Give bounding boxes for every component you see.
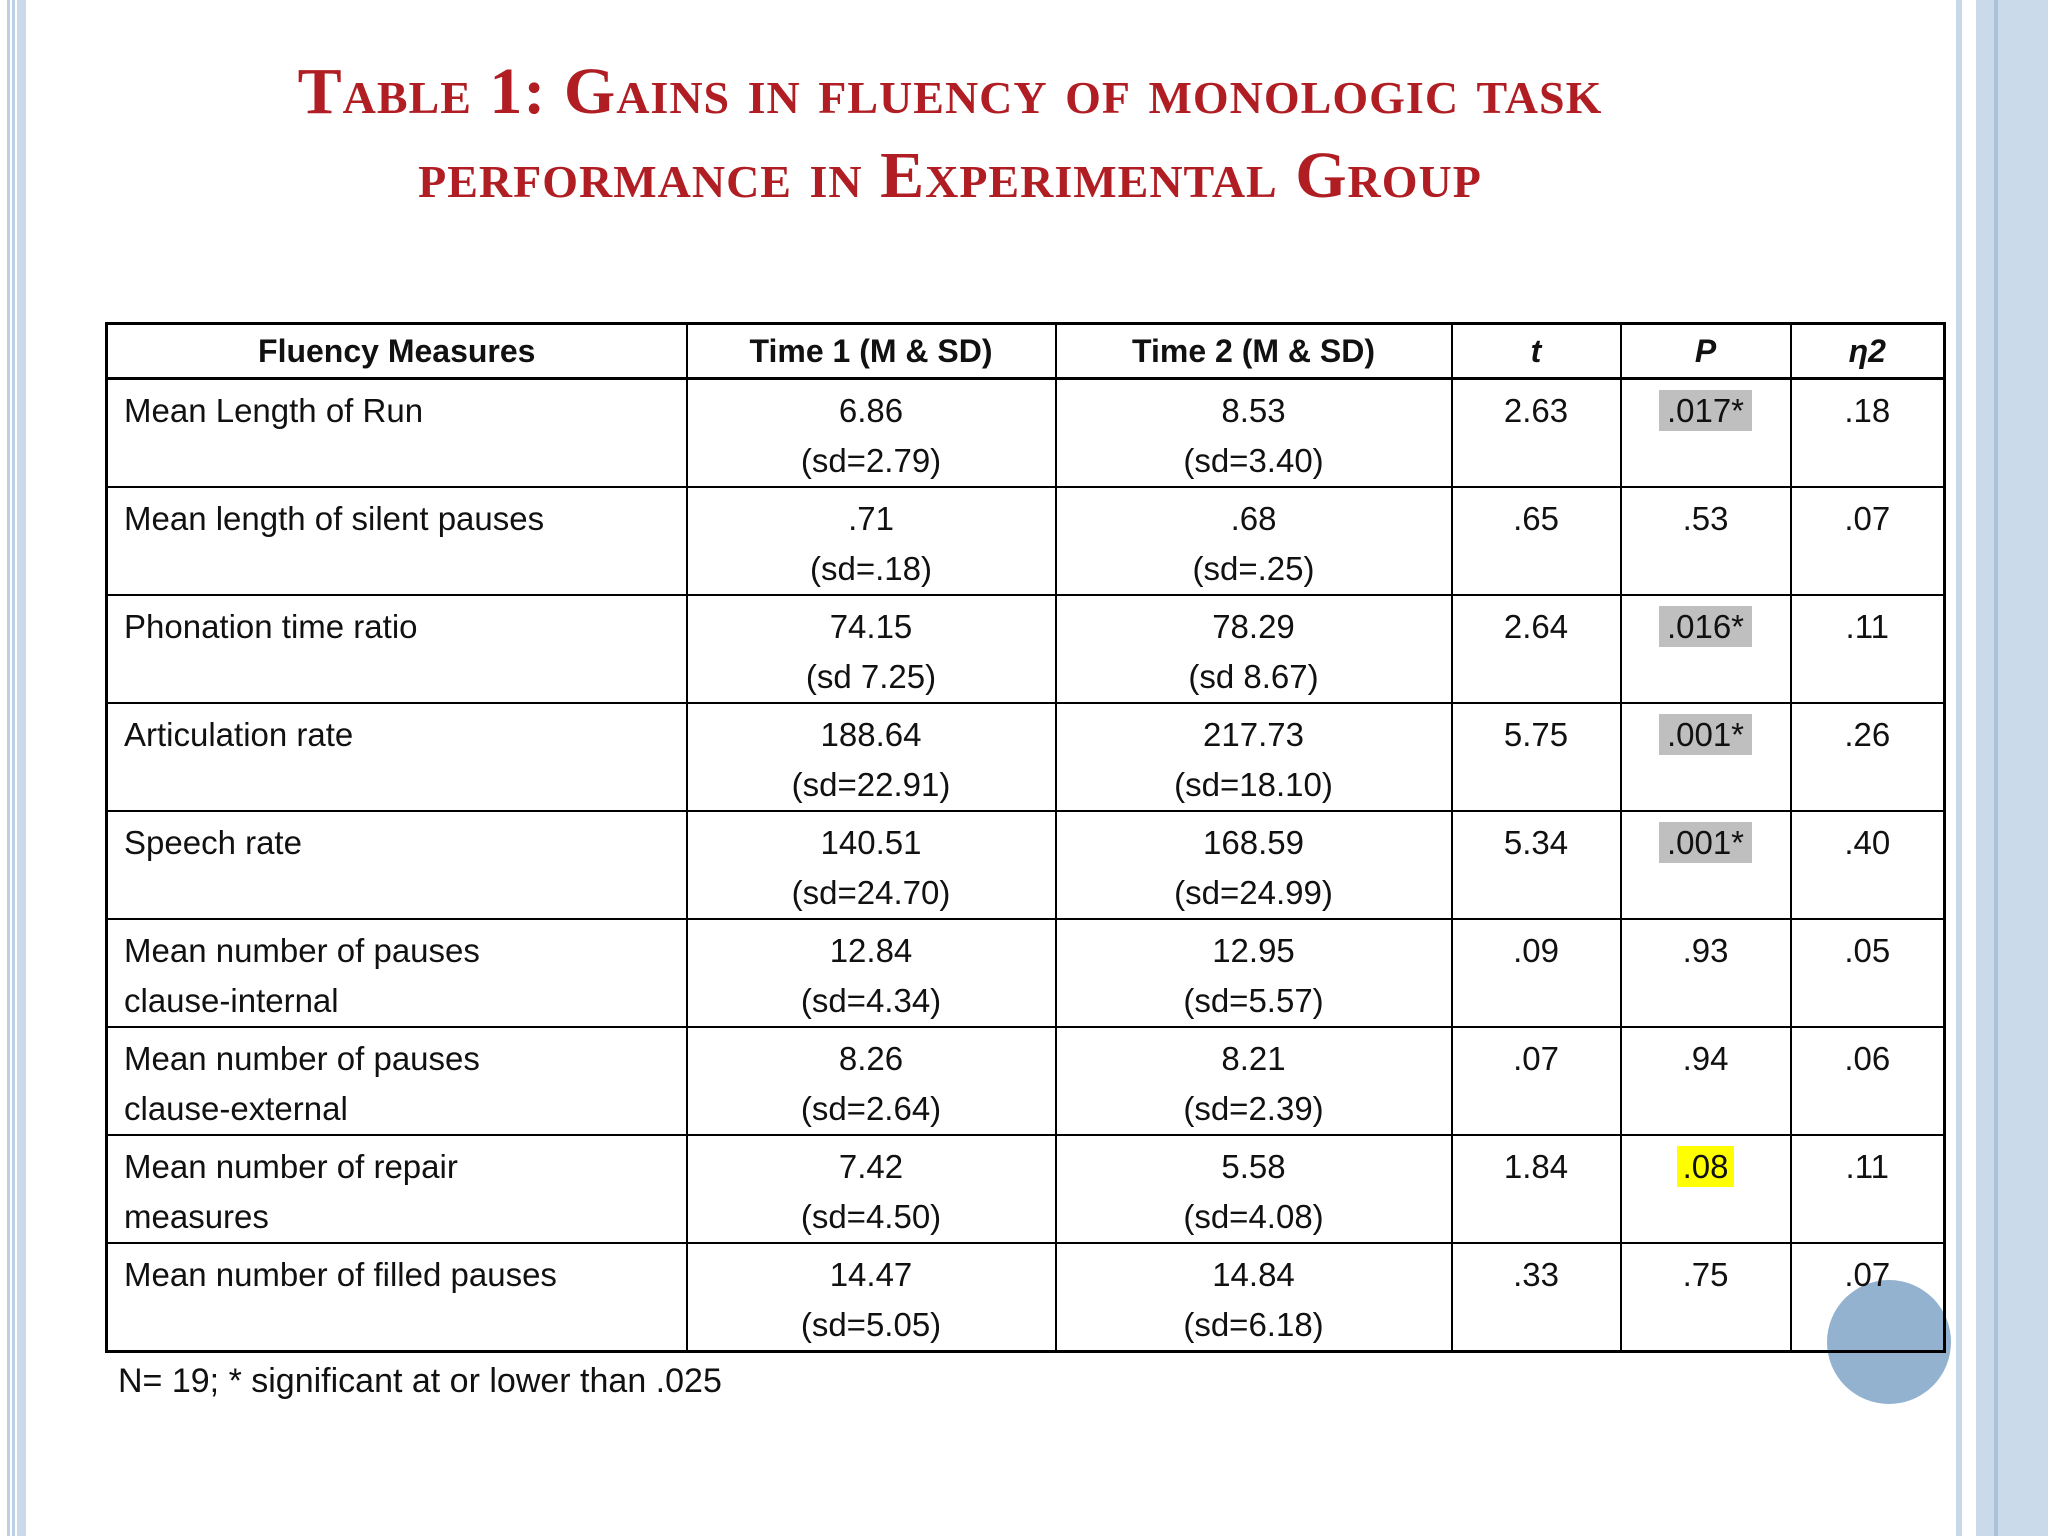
eta2-cell: .40: [1789, 810, 1946, 920]
time2-cell: 5.58 (sd=4.08): [1054, 1134, 1453, 1244]
p-value: .94: [1682, 1040, 1729, 1077]
measure-cell: Mean number of pauses clause-internal: [105, 918, 688, 1028]
time1-cell: 188.64 (sd=22.91): [685, 702, 1057, 812]
eta2-cell: .07: [1789, 486, 1946, 596]
p-cell: .53: [1619, 486, 1792, 596]
time2-cell: 12.95 (sd=5.57): [1054, 918, 1453, 1028]
t-cell: .09: [1450, 918, 1622, 1028]
time2-cell: 14.84 (sd=6.18): [1054, 1242, 1453, 1353]
right-edge-stripe: [1956, 0, 1962, 1536]
left-edge-stripe: [17, 0, 26, 1536]
measure-cell: Mean Length of Run: [105, 377, 688, 488]
eta2-cell: .06: [1789, 1026, 1946, 1136]
p-value: .017*: [1658, 390, 1753, 431]
left-edge-stripe: [12, 0, 15, 1536]
p-cell: .001*: [1619, 702, 1792, 812]
right-edge-stripe: [1994, 0, 1998, 1536]
time1-cell: 6.86 (sd=2.79): [685, 377, 1057, 488]
time2-cell: 8.21 (sd=2.39): [1054, 1026, 1453, 1136]
t-cell: 2.64: [1450, 594, 1622, 704]
time2-cell: 168.59 (sd=24.99): [1054, 810, 1453, 920]
table-row: Articulation rate 188.64 (sd=22.91) 217.73(…: [105, 702, 1946, 812]
measure-cell: Mean number of repair measures: [105, 1134, 688, 1244]
time2-cell: .68 (sd=.25): [1054, 486, 1453, 596]
time2-cell: 8.53 (sd=3.40): [1054, 377, 1453, 488]
table-row: Phonation time ratio 74.15 (sd 7.25) 78.29(…: [105, 594, 1946, 704]
slide-title-line1: Table 1: Gains in fluency of monologic t…: [297, 55, 1603, 128]
time1-cell: 74.15 (sd 7.25): [685, 594, 1057, 704]
eta2-cell: .07: [1789, 1242, 1946, 1353]
eta2-cell: .11: [1789, 1134, 1946, 1244]
time1-cell: 14.47 (sd=5.05): [685, 1242, 1057, 1353]
col-header-t: t: [1450, 322, 1622, 380]
t-cell: .65: [1450, 486, 1622, 596]
p-value: .016*: [1658, 606, 1753, 647]
p-cell: .93: [1619, 918, 1792, 1028]
table-row: Mean number of filled pauses 14.47 (sd=5.0…: [105, 1242, 1946, 1353]
table-row: Mean number of repair measures 7.42 (sd=4.5…: [105, 1134, 1946, 1244]
table-footnote: N= 19; * significant at or lower than .0…: [118, 1362, 722, 1400]
col-header-fluency-measures: Fluency Measures: [105, 322, 688, 380]
table-row: Mean number of pauses clause-external 8.26…: [105, 1026, 1946, 1136]
col-header-eta2: η2: [1789, 322, 1946, 380]
fluency-table: Fluency Measures Time 1 (M & SD) Time 2 …: [105, 322, 1946, 1353]
time2-cell: 78.29 (sd 8.67): [1054, 594, 1453, 704]
measure-cell: Mean number of pauses clause-external: [105, 1026, 688, 1136]
eta2-cell: .11: [1789, 594, 1946, 704]
p-cell: .94: [1619, 1026, 1792, 1136]
p-cell: .75: [1619, 1242, 1792, 1353]
measure-cell: Phonation time ratio: [105, 594, 688, 704]
p-value: .53: [1682, 500, 1729, 537]
p-value: .08: [1676, 1146, 1735, 1187]
table-row: Mean length of silent pauses .71 (sd=.18).…: [105, 486, 1946, 596]
p-cell: .08: [1619, 1134, 1792, 1244]
t-cell: .07: [1450, 1026, 1622, 1136]
measure-cell: Speech rate: [105, 810, 688, 920]
p-value: .75: [1682, 1256, 1729, 1293]
p-cell: .016*: [1619, 594, 1792, 704]
col-header-time1: Time 1 (M & SD): [685, 322, 1057, 380]
t-cell: 1.84: [1450, 1134, 1622, 1244]
t-cell: 2.63: [1450, 377, 1622, 488]
header-row: Fluency Measures Time 1 (M & SD) Time 2 …: [105, 322, 1946, 380]
measure-cell: Mean length of silent pauses: [105, 486, 688, 596]
t-cell: .33: [1450, 1242, 1622, 1353]
eta2-cell: .18: [1789, 377, 1946, 488]
time1-cell: 12.84 (sd=4.34): [685, 918, 1057, 1028]
eta2-cell: .26: [1789, 702, 1946, 812]
time1-cell: 8.26 (sd=2.64): [685, 1026, 1057, 1136]
time1-cell: .71 (sd=.18): [685, 486, 1057, 596]
p-value: .93: [1682, 932, 1729, 969]
eta2-cell: .05: [1789, 918, 1946, 1028]
table-row: Mean Length of Run 6.86 (sd=2.79) 8.53 (sd=3…: [105, 377, 1946, 488]
table-body: Mean Length of Run 6.86 (sd=2.79) 8.53 (sd=3…: [105, 377, 1946, 1353]
t-cell: 5.34: [1450, 810, 1622, 920]
time1-cell: 140.51 (sd=24.70): [685, 810, 1057, 920]
col-header-time2: Time 2 (M & SD): [1054, 322, 1453, 380]
table-row: Mean number of pauses clause-internal 12.8…: [105, 918, 1946, 1028]
p-cell: .017*: [1619, 377, 1792, 488]
measure-cell: Mean number of filled pauses: [105, 1242, 688, 1353]
left-edge-stripe: [7, 0, 10, 1536]
p-value: .001*: [1658, 822, 1753, 863]
slide-title: Table 1: Gains in fluency of monologic t…: [0, 50, 1900, 218]
table-row: Speech rate 140.51 (sd=24.70) 168.59 (sd=24.…: [105, 810, 1946, 920]
time2-cell: 217.73 (sd=18.10): [1054, 702, 1453, 812]
right-edge-stripe: [1976, 0, 2048, 1536]
p-value: .001*: [1658, 714, 1753, 755]
slide-title-line2: performance in Experimental Group: [418, 139, 1482, 212]
time1-cell: 7.42 (sd=4.50): [685, 1134, 1057, 1244]
col-header-p: P: [1619, 322, 1792, 380]
t-cell: 5.75: [1450, 702, 1622, 812]
p-cell: .001*: [1619, 810, 1792, 920]
measure-cell: Articulation rate: [105, 702, 688, 812]
table-header: Fluency Measures Time 1 (M & SD) Time 2 …: [105, 322, 1946, 380]
